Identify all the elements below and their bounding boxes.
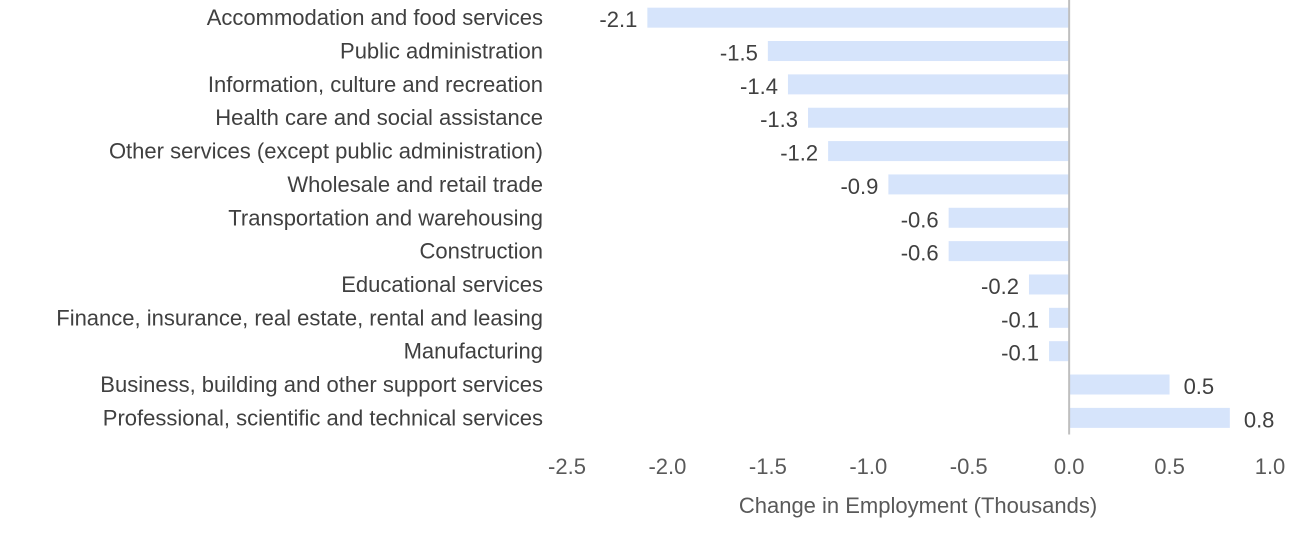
bar [1069, 374, 1170, 395]
category-label: Manufacturing [404, 339, 543, 364]
category-label: Finance, insurance, real estate, rental … [56, 305, 543, 330]
data-label: -0.1 [1001, 307, 1039, 332]
bar [888, 174, 1070, 195]
data-label: -0.9 [840, 174, 878, 199]
x-tick-label: -2.0 [648, 454, 686, 479]
data-label: -0.6 [901, 207, 939, 232]
x-tick-label: -2.5 [548, 454, 586, 479]
bar [1069, 407, 1230, 428]
category-label: Business, building and other support ser… [100, 372, 543, 397]
value-labels: -2.1 -1.5 -1.4 -1.3 -1.2 -0.9 -0.6 -0.6 -0.2 -0.1… [599, 7, 1274, 432]
data-label: -0.2 [981, 274, 1019, 299]
category-label: Health care and social assistance [215, 105, 543, 130]
category-label: Transportation and warehousing [228, 205, 543, 230]
bar [1028, 274, 1070, 295]
category-label: Public administration [340, 39, 543, 64]
bar [808, 107, 1070, 128]
bar [647, 7, 1070, 28]
data-label: 0.5 [1184, 374, 1215, 399]
bars-group [647, 7, 1230, 428]
category-label: Information, culture and recreation [208, 72, 543, 97]
data-label: -1.2 [780, 141, 818, 166]
category-label: Wholesale and retail trade [287, 172, 543, 197]
bar [948, 241, 1070, 262]
x-tick-label: 0.0 [1054, 454, 1085, 479]
bar [787, 74, 1070, 95]
category-labels: Accommodation and food services Public ad… [56, 5, 543, 430]
x-tick-label: 0.5 [1154, 454, 1185, 479]
bar [1049, 307, 1070, 328]
x-axis-title: Change in Employment (Thousands) [739, 493, 1097, 518]
x-tick-label: -1.5 [749, 454, 787, 479]
x-tick-label: -1.0 [849, 454, 887, 479]
data-label: -1.5 [720, 41, 758, 66]
bar [948, 207, 1070, 228]
category-label: Professional, scientific and technical s… [103, 405, 543, 430]
data-label: -1.4 [740, 74, 778, 99]
data-label: 0.8 [1244, 407, 1275, 432]
bar [767, 41, 1070, 62]
bar [828, 141, 1070, 162]
bar [1049, 341, 1070, 362]
category-label: Construction [419, 239, 543, 264]
data-label: -0.6 [901, 241, 939, 266]
category-label: Other services (except public administra… [109, 139, 543, 164]
data-label: -1.3 [760, 107, 798, 132]
data-label: -2.1 [599, 7, 637, 32]
category-label: Accommodation and food services [207, 5, 543, 30]
x-tick-label: -0.5 [950, 454, 988, 479]
data-label: -0.1 [1001, 341, 1039, 366]
category-label: Educational services [341, 272, 543, 297]
x-tick-label: 1.0 [1255, 454, 1286, 479]
x-tick-labels: -2.5 -2.0 -1.5 -1.0 -0.5 0.0 0.5 1.0 [548, 454, 1285, 479]
